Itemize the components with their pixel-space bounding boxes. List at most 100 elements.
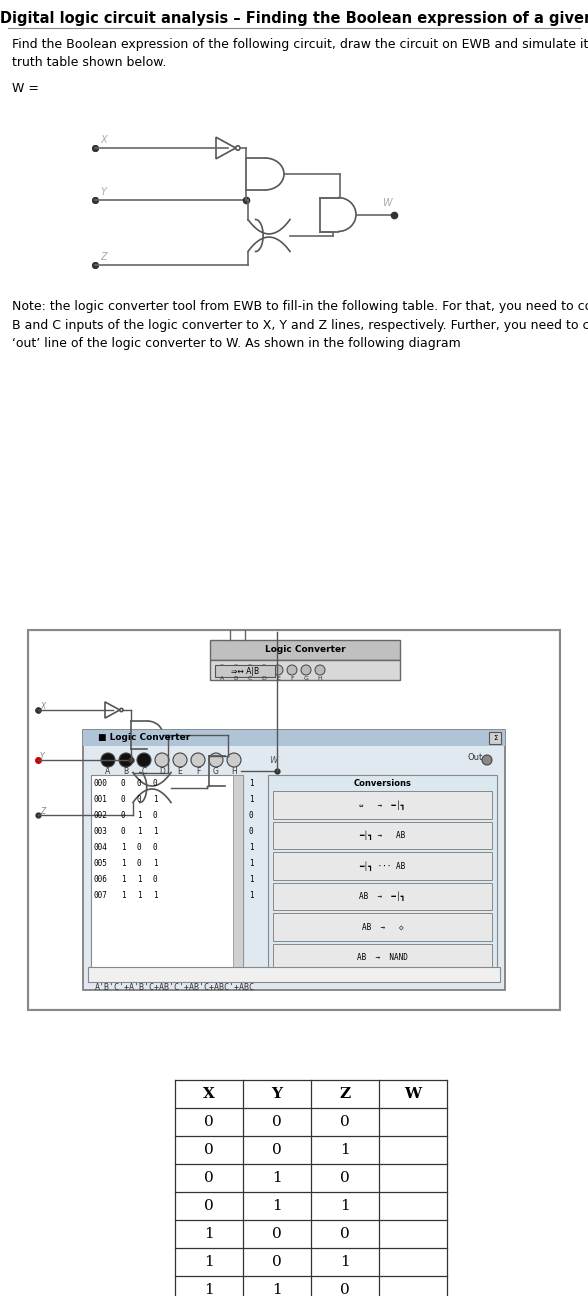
- Text: 1: 1: [204, 1227, 214, 1242]
- Text: W: W: [382, 197, 392, 207]
- Text: 0: 0: [121, 779, 125, 788]
- Text: X: X: [40, 702, 45, 712]
- Text: 1: 1: [340, 1255, 350, 1269]
- Bar: [268, 775, 497, 969]
- Text: 001: 001: [94, 794, 108, 804]
- Text: D: D: [262, 675, 266, 680]
- Text: 0: 0: [153, 842, 158, 851]
- Circle shape: [273, 665, 283, 675]
- Text: 0: 0: [204, 1143, 214, 1157]
- Text: 0: 0: [204, 1199, 214, 1213]
- Text: 003: 003: [94, 827, 108, 836]
- Bar: [91, 775, 243, 969]
- Text: 007: 007: [94, 890, 108, 899]
- Circle shape: [101, 753, 115, 767]
- Bar: [30, 632, 558, 1008]
- Text: 1: 1: [153, 794, 158, 804]
- Text: ■ Logic Converter: ■ Logic Converter: [98, 734, 191, 743]
- Circle shape: [259, 665, 269, 675]
- Text: 1: 1: [204, 1283, 214, 1296]
- Text: 0: 0: [136, 779, 141, 788]
- Text: Z: Z: [339, 1087, 350, 1102]
- Text: G: G: [303, 675, 309, 680]
- Text: Σ: Σ: [493, 735, 497, 741]
- Text: 0: 0: [204, 1115, 214, 1129]
- Text: 1: 1: [249, 842, 253, 851]
- Text: AB  →  NAND: AB → NAND: [357, 953, 408, 962]
- Text: 0: 0: [121, 827, 125, 836]
- Text: 0: 0: [272, 1115, 282, 1129]
- Text: Note: the logic converter tool from EWB to fill-in the following table. For that: Note: the logic converter tool from EWB …: [12, 299, 588, 350]
- Text: 1: 1: [121, 890, 125, 899]
- Text: 1: 1: [121, 842, 125, 851]
- Text: 006: 006: [94, 875, 108, 884]
- Bar: [83, 730, 505, 990]
- Bar: [215, 665, 275, 677]
- Bar: [273, 943, 492, 971]
- Text: E: E: [276, 675, 280, 680]
- Text: 1: 1: [249, 794, 253, 804]
- Text: 1: 1: [136, 827, 141, 836]
- Text: A: A: [105, 766, 111, 775]
- Text: G: G: [213, 766, 219, 775]
- Bar: [28, 630, 560, 1010]
- Bar: [273, 822, 492, 849]
- Text: 0: 0: [272, 1143, 282, 1157]
- Text: ⇔   →  ━│┓: ⇔ → ━│┓: [359, 800, 406, 810]
- Text: 1: 1: [249, 858, 253, 867]
- Text: ━│┓ →   AB: ━│┓ → AB: [359, 831, 406, 840]
- Text: 1: 1: [272, 1283, 282, 1296]
- Text: 0: 0: [272, 1255, 282, 1269]
- Text: 1: 1: [249, 779, 253, 788]
- Text: 0: 0: [272, 1227, 282, 1242]
- Bar: [210, 640, 400, 660]
- Bar: [273, 791, 492, 819]
- Circle shape: [301, 665, 311, 675]
- Circle shape: [227, 753, 241, 767]
- Text: 1: 1: [204, 1255, 214, 1269]
- Text: 0: 0: [136, 842, 141, 851]
- Circle shape: [119, 753, 133, 767]
- Text: X: X: [100, 135, 106, 145]
- Text: D: D: [159, 766, 165, 775]
- Bar: [233, 775, 243, 969]
- Text: 0: 0: [249, 827, 253, 836]
- Text: H: H: [318, 675, 322, 680]
- Text: 0: 0: [340, 1283, 350, 1296]
- Text: B: B: [234, 675, 238, 680]
- Text: 1: 1: [272, 1199, 282, 1213]
- Text: 1: 1: [153, 827, 158, 836]
- Text: B: B: [123, 766, 129, 775]
- Bar: [273, 912, 492, 941]
- Text: 002: 002: [94, 810, 108, 819]
- Text: Conversions: Conversions: [353, 779, 412, 788]
- Text: AB  →   ◇: AB → ◇: [362, 923, 403, 932]
- Text: 1: 1: [272, 1172, 282, 1185]
- Text: 0: 0: [153, 875, 158, 884]
- Text: 1: 1: [340, 1199, 350, 1213]
- Text: Z: Z: [40, 807, 45, 816]
- Text: W: W: [269, 756, 278, 765]
- Text: Y: Y: [272, 1087, 282, 1102]
- Text: Y: Y: [100, 187, 106, 197]
- Bar: [489, 732, 501, 744]
- Circle shape: [482, 756, 492, 765]
- Text: 0: 0: [136, 858, 141, 867]
- Text: C: C: [248, 675, 252, 680]
- Text: 1: 1: [340, 1143, 350, 1157]
- Text: 0: 0: [153, 779, 158, 788]
- Circle shape: [191, 753, 205, 767]
- Text: 0: 0: [340, 1227, 350, 1242]
- Bar: [83, 730, 505, 746]
- Text: Find the Boolean expression of the following circuit, draw the circuit on EWB an: Find the Boolean expression of the follo…: [12, 38, 588, 69]
- Circle shape: [315, 665, 325, 675]
- Text: A: A: [220, 675, 224, 680]
- Text: 0: 0: [204, 1172, 214, 1185]
- Circle shape: [287, 665, 297, 675]
- Text: 005: 005: [94, 858, 108, 867]
- Text: F: F: [196, 766, 200, 775]
- Text: Task 3: Digital logic circuit analysis – Finding the Boolean expression of a giv: Task 3: Digital logic circuit analysis –…: [0, 10, 588, 26]
- Text: 1: 1: [136, 810, 141, 819]
- Text: 004: 004: [94, 842, 108, 851]
- Text: 0: 0: [340, 1172, 350, 1185]
